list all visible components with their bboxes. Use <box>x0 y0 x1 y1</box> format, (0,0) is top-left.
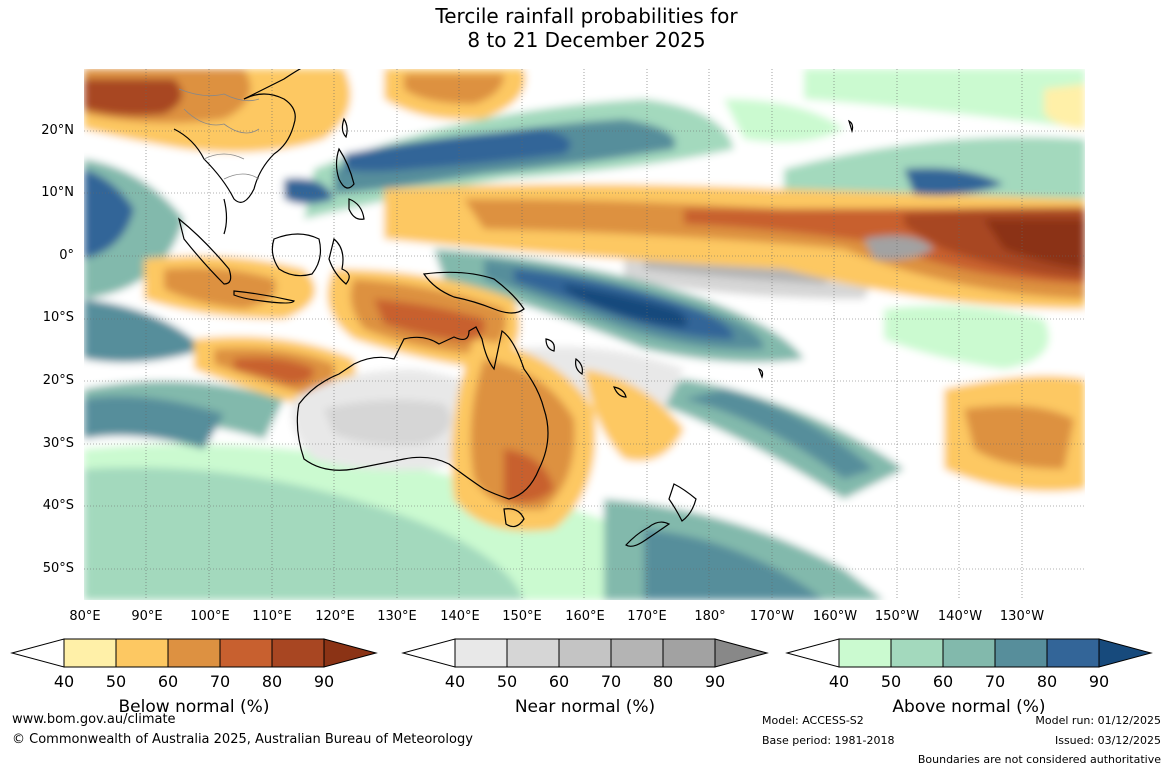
colorbar-near-swatch-4 <box>610 638 664 668</box>
lon-label-160e: 160°E <box>565 609 605 624</box>
colorbar-below-title: Below normal (%) <box>118 697 270 717</box>
lat-label-20s: 20°S <box>42 373 74 388</box>
title-line-2: 8 to 21 December 2025 <box>467 28 706 52</box>
lon-label-80e: 80°E <box>69 609 101 624</box>
colorbar-near-normal <box>401 638 769 668</box>
model-run-date: Model run: 01/12/2025 <box>1035 714 1161 727</box>
website-link[interactable]: www.bom.gov.au/climate <box>12 712 176 727</box>
colorbar-above-normal <box>785 638 1153 668</box>
colorbar-below-swatch-3 <box>167 638 221 668</box>
colorbar-near-swatch-1 <box>454 638 508 668</box>
philippines-coastline <box>335 147 355 189</box>
colorbar-below-tick: 80 <box>261 672 283 691</box>
colorbar-near-swatch-3 <box>558 638 612 668</box>
colorbar-below-max-triangle <box>323 638 378 668</box>
lat-label-10n: 10°N <box>41 185 74 200</box>
colorbar-near-swatch-2 <box>506 638 560 668</box>
title-line-1: Tercile rainfall probabilities for <box>435 4 738 28</box>
colorbar-below-swatch-1 <box>63 638 117 668</box>
lat-label-0: 0° <box>59 248 74 263</box>
map-canvas <box>84 69 1085 600</box>
sumatra-coastline <box>177 217 232 285</box>
lat-label-20n: 20°N <box>41 123 74 138</box>
issued-date: Issued: 03/12/2025 <box>1054 734 1161 747</box>
colorbar-below-min-triangle <box>10 638 65 668</box>
colorbar-below-tick: 50 <box>105 672 127 691</box>
colorbar-above-tick: 80 <box>1036 672 1058 691</box>
colorbar-near-tick: 90 <box>704 672 726 691</box>
lon-label-100e: 100°E <box>190 609 230 624</box>
lat-label-30s: 30°S <box>42 436 74 451</box>
china-coastline <box>243 69 302 100</box>
colorbar-below-swatch-5 <box>271 638 325 668</box>
base-period: Base period: 1981-2018 <box>762 734 895 747</box>
colorbar-near-tick: 80 <box>652 672 674 691</box>
lat-label-50s: 50°S <box>42 561 74 576</box>
lat-label-40s: 40°S <box>42 498 74 513</box>
lon-label-120e: 120°E <box>315 609 355 624</box>
model-name: Model: ACCESS-S2 <box>762 714 864 727</box>
colorbar-below-tick: 70 <box>209 672 231 691</box>
colorbar-above-tick: 90 <box>1088 672 1110 691</box>
lon-label-90e: 90°E <box>131 609 163 624</box>
indochina-coastline <box>173 93 296 203</box>
colorbar-near-swatch-5 <box>662 638 716 668</box>
tasmania-coastline <box>503 508 525 528</box>
lon-label-140w: 140°W <box>937 609 983 624</box>
colorbar-below-swatch-2 <box>115 638 169 668</box>
colorbar-below-tick: 60 <box>157 672 179 691</box>
colorbar-above-max-triangle <box>1098 638 1153 668</box>
boundaries-disclaimer: Boundaries are not considered authoritat… <box>917 753 1161 766</box>
colorbar-above-min-triangle <box>785 638 840 668</box>
map-title: Tercile rainfall probabilities for 8 to … <box>0 4 1173 52</box>
lat-label-10s: 10°S <box>42 310 74 325</box>
lon-label-140e: 140°E <box>440 609 480 624</box>
colorbar-near-tick: 50 <box>496 672 518 691</box>
rainfall-probability-map <box>84 69 1085 600</box>
lon-label-130e: 130°E <box>377 609 417 624</box>
new-zealand-south-coastline <box>625 521 671 547</box>
australia-coastline <box>296 326 549 500</box>
taiwan-coastline <box>341 117 348 139</box>
colorbar-below-normal <box>10 638 378 668</box>
lon-label-110e: 110°E <box>252 609 292 624</box>
colorbar-above-swatch-4 <box>994 638 1048 668</box>
country-borders <box>178 88 260 180</box>
lon-label-150e: 150°E <box>502 609 542 624</box>
lon-label-160w: 160°W <box>812 609 858 624</box>
coastlines <box>173 69 854 547</box>
colorbar-near-tick: 70 <box>600 672 622 691</box>
sulawesi-coastline <box>328 237 350 285</box>
colorbar-near-min-triangle <box>401 638 456 668</box>
java-coastline <box>233 290 295 304</box>
lon-label-180: 180° <box>694 609 726 624</box>
colorbar-above-tick: 60 <box>932 672 954 691</box>
colorbar-above-swatch-2 <box>890 638 944 668</box>
lon-label-170w: 170°W <box>749 609 795 624</box>
probability-field <box>84 69 1085 600</box>
colorbar-above-title: Above normal (%) <box>892 697 1046 717</box>
colorbar-below-swatch-4 <box>219 638 273 668</box>
colorbar-near-title: Near normal (%) <box>514 697 656 717</box>
copyright-text: © Commonwealth of Australia 2025, Austra… <box>12 732 473 747</box>
borneo-coastline <box>271 233 322 277</box>
colorbar-near-max-triangle <box>714 638 769 668</box>
colorbar-near-tick: 60 <box>548 672 570 691</box>
colorbar-above-tick: 70 <box>984 672 1006 691</box>
colorbar-near-tick: 40 <box>444 672 466 691</box>
lon-label-150w: 150°W <box>874 609 920 624</box>
lon-label-130w: 130°W <box>999 609 1045 624</box>
new-zealand-north-coastline <box>668 483 697 522</box>
colorbar-above-swatch-5 <box>1046 638 1100 668</box>
colorbar-above-swatch-3 <box>942 638 996 668</box>
colorbar-below-tick: 90 <box>313 672 335 691</box>
new-guinea-coastline <box>422 271 525 314</box>
graticule <box>84 69 1085 600</box>
colorbar-above-tick: 40 <box>828 672 850 691</box>
lon-label-170e: 170°E <box>627 609 667 624</box>
colorbar-above-tick: 50 <box>880 672 902 691</box>
colorbar-below-tick: 40 <box>53 672 75 691</box>
colorbar-above-swatch-1 <box>838 638 892 668</box>
